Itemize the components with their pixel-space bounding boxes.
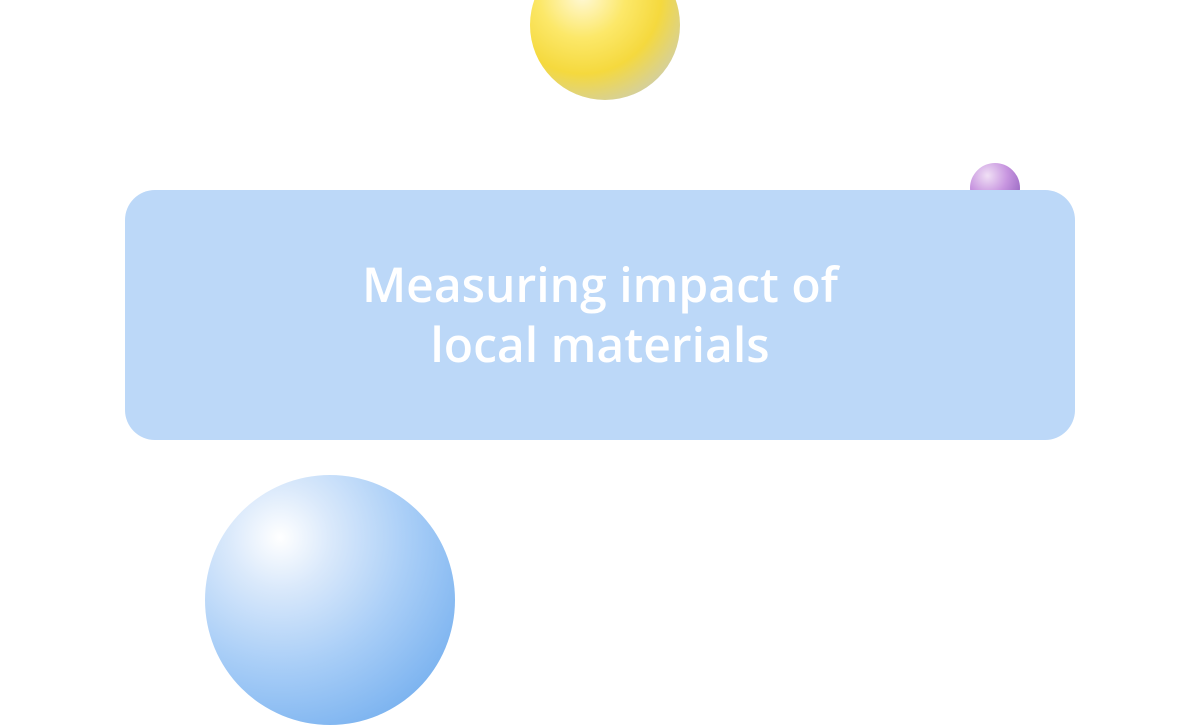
card-title: Measuring impact of local materials — [362, 255, 838, 375]
decorative-sphere-blue — [205, 475, 455, 725]
decorative-sphere-yellow — [530, 0, 680, 100]
title-card: Measuring impact of local materials — [125, 190, 1075, 440]
